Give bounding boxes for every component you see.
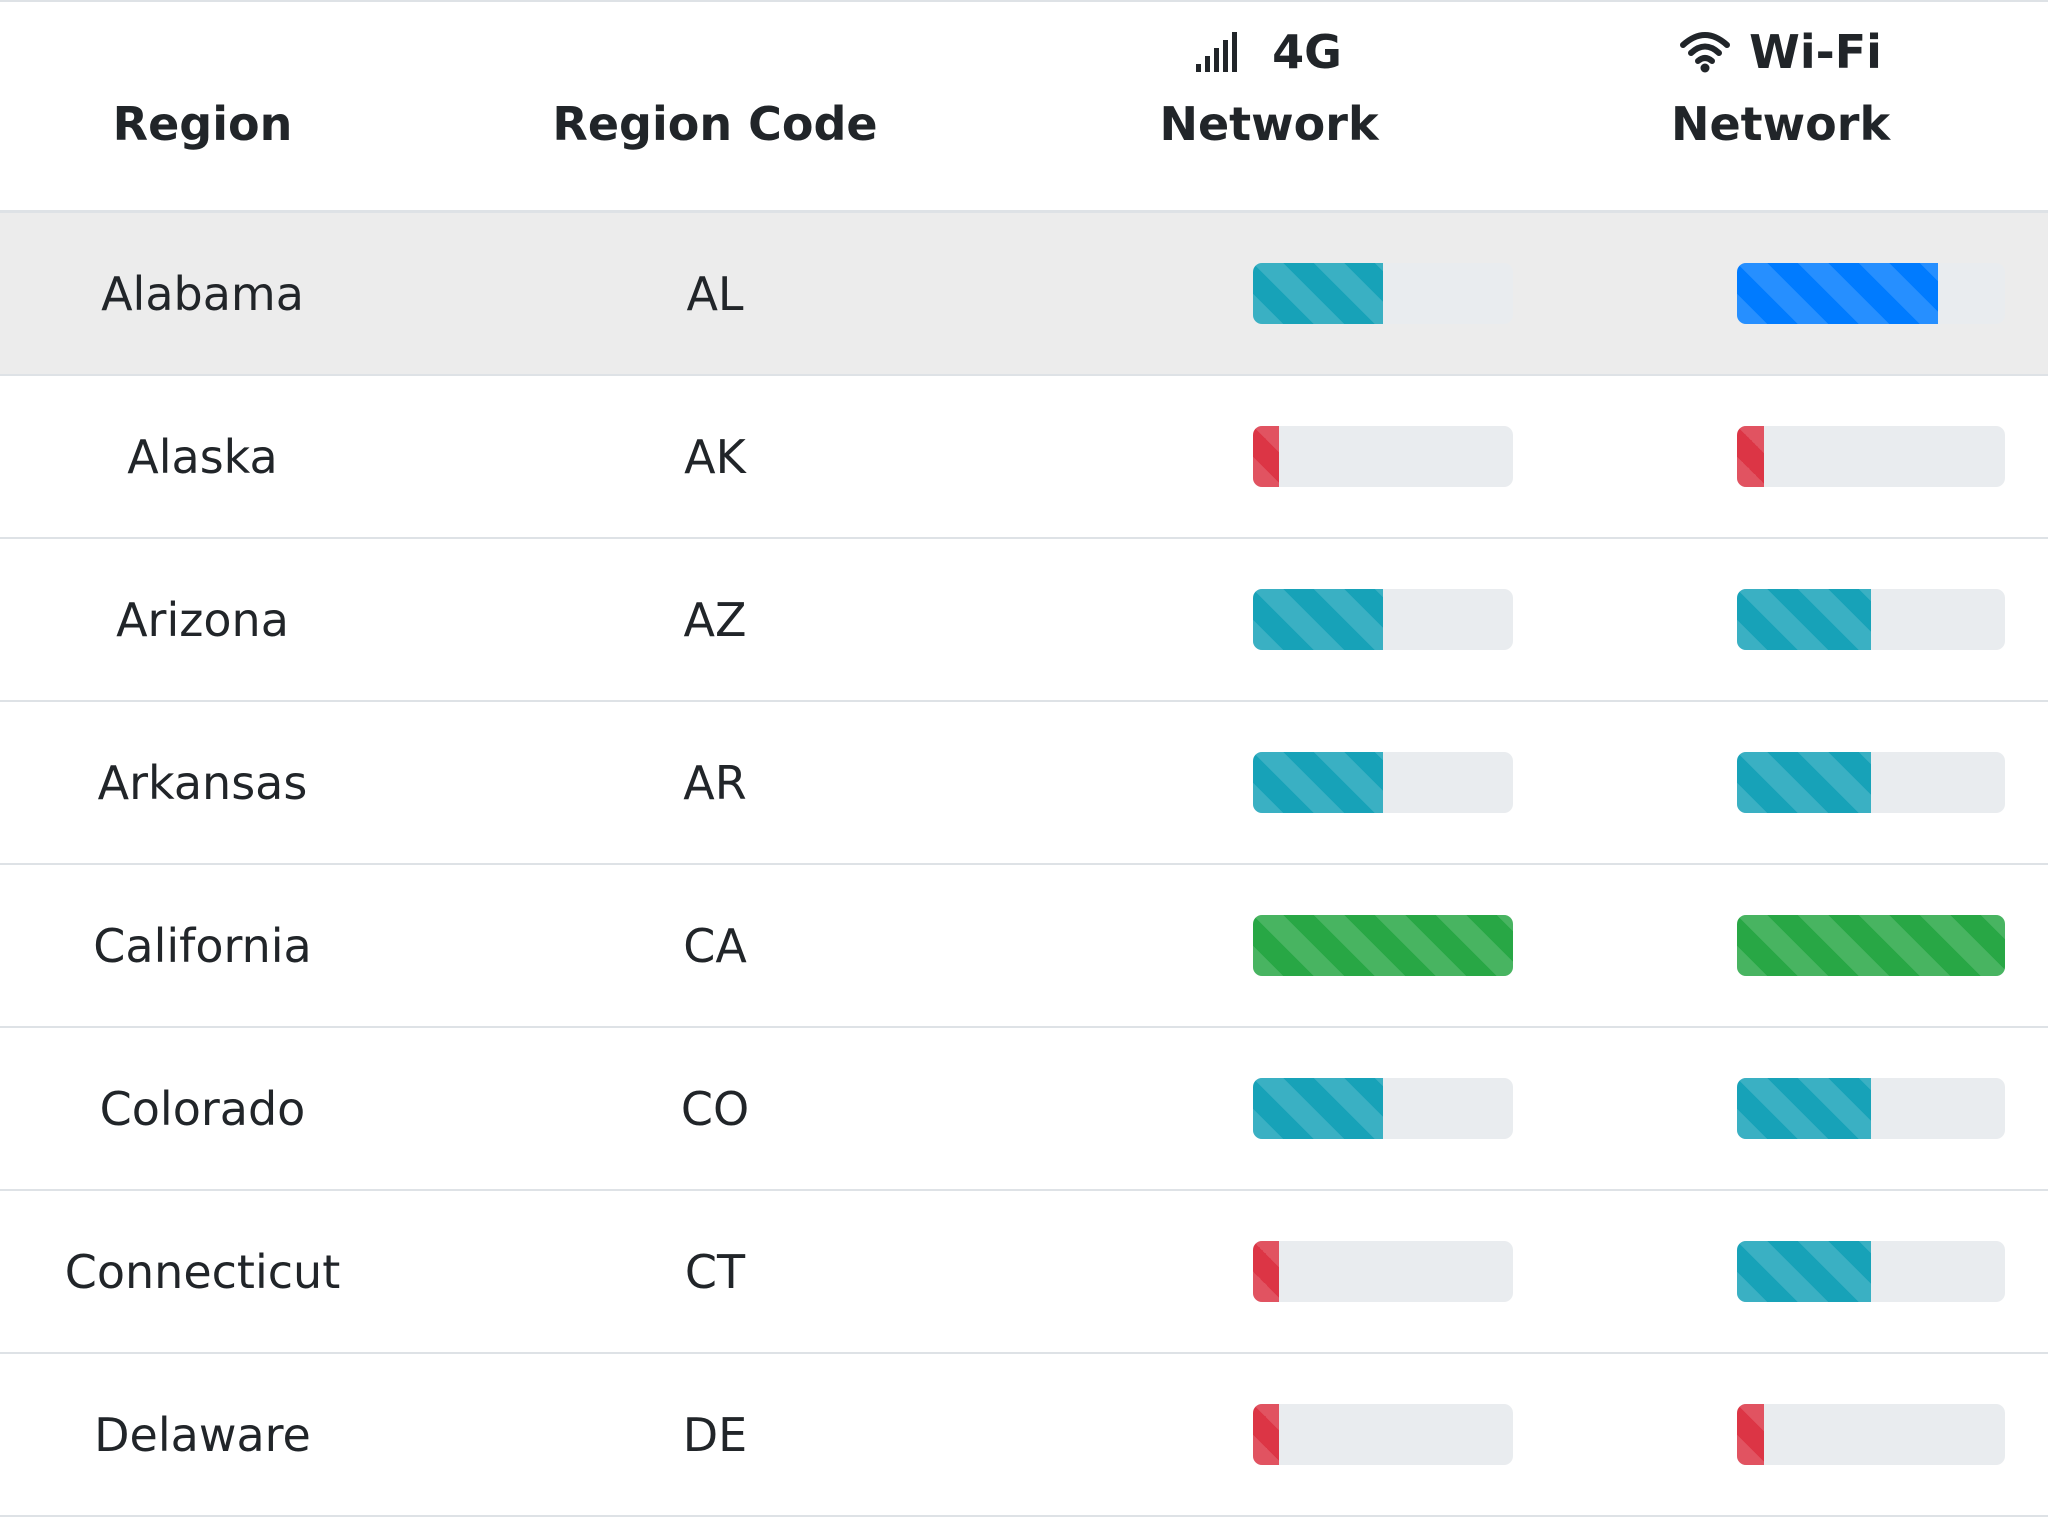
table-row[interactable]: California CA [0,865,2048,1028]
4g-progress-track [1253,1078,1513,1139]
4g-progress-track [1253,752,1513,813]
wifi-progress-bar [1737,1404,1764,1465]
column-header-region-code[interactable]: Region Code [405,2,1025,210]
cell-4g-network [1025,702,1513,863]
table-row[interactable]: Delaware DE [0,1354,2048,1517]
wifi-progress-track [1737,589,2005,650]
wifi-progress-bar [1737,1078,1871,1139]
4g-progress-bar [1253,589,1383,650]
4g-progress-bar [1253,915,1513,976]
column-header-region-code-label: Region Code [552,97,878,151]
cell-4g-network [1025,1028,1513,1189]
4g-progress-bar [1253,426,1279,487]
cell-region: Alaska [127,429,278,484]
cell-wifi-network [1513,702,2048,863]
column-header-region-label: Region [112,97,293,151]
cell-region-code: AK [684,429,746,484]
cell-region-code: CO [680,1081,750,1136]
cell-4g-network [1025,1354,1513,1515]
cell-wifi-network [1513,865,2048,1026]
column-header-wifi-network[interactable]: Wi-Fi Network [1513,2,2048,210]
cell-wifi-network [1513,1028,2048,1189]
cell-region-code: CA [683,918,747,973]
table-header: Region Region Code 4G Network [0,2,2048,213]
cell-4g-network [1025,376,1513,537]
cell-region: Delaware [94,1407,311,1462]
cell-region: Arizona [116,592,289,647]
cell-wifi-network [1513,1191,2048,1352]
wifi-progress-bar [1737,426,1764,487]
wifi-progress-bar [1737,752,1871,813]
wifi-progress-bar [1737,915,2005,976]
column-header-wifi-line1: Wi-Fi [1679,16,1882,88]
table-row[interactable]: Alaska AK [0,376,2048,539]
column-header-4g-label: 4G [1272,25,1342,79]
cell-4g-network [1025,213,1513,374]
4g-progress-bar [1253,1078,1383,1139]
4g-progress-bar [1253,263,1383,324]
wifi-progress-track [1737,426,2005,487]
4g-progress-track [1253,263,1513,324]
wifi-progress-bar [1737,1241,1871,1302]
table-row[interactable]: Colorado CO [0,1028,2048,1191]
wifi-progress-track [1737,263,2005,324]
signal-bars-icon [1196,32,1242,72]
wifi-progress-bar [1737,263,1938,324]
cell-region: Connecticut [64,1244,341,1299]
cell-region: Colorado [99,1081,306,1136]
table-body: Alabama AL Alaska AK Arizona AZ Arkansas AR Cali… [0,213,2048,1517]
table-row[interactable]: Alabama AL [0,213,2048,376]
4g-progress-bar [1253,1241,1279,1302]
wifi-icon [1679,31,1731,73]
wifi-progress-track [1737,1241,2005,1302]
column-header-4g-line1: 4G [1196,16,1342,88]
wifi-progress-bar [1737,589,1871,650]
4g-progress-track [1253,915,1513,976]
cell-4g-network [1025,1191,1513,1352]
cell-region-code: AL [686,266,744,321]
cell-region: Alabama [101,266,304,321]
4g-progress-track [1253,1404,1513,1465]
4g-progress-track [1253,1241,1513,1302]
cell-region-code: CT [684,1244,746,1299]
table-row[interactable]: Arkansas AR [0,702,2048,865]
wifi-progress-track [1737,752,2005,813]
cell-wifi-network [1513,539,2048,700]
column-header-4g-network[interactable]: 4G Network [1025,2,1513,210]
table-row[interactable]: Connecticut CT [0,1191,2048,1354]
cell-region-code: AZ [683,592,747,647]
cell-4g-network [1025,865,1513,1026]
cell-region: Arkansas [97,755,308,810]
cell-wifi-network [1513,213,2048,374]
cell-wifi-network [1513,376,2048,537]
column-header-wifi-network-label: Network [1670,97,1891,151]
cell-4g-network [1025,539,1513,700]
cell-wifi-network [1513,1354,2048,1515]
table-row[interactable]: Arizona AZ [0,539,2048,702]
column-header-wifi-label: Wi-Fi [1749,25,1882,79]
wifi-progress-track [1737,1404,2005,1465]
cell-region-code: DE [682,1407,748,1462]
wifi-progress-track [1737,915,2005,976]
4g-progress-bar [1253,752,1383,813]
column-header-region[interactable]: Region [0,2,405,210]
wifi-progress-track [1737,1078,2005,1139]
cell-region: California [93,918,312,973]
cell-region-code: AR [683,755,747,810]
4g-progress-track [1253,426,1513,487]
4g-progress-bar [1253,1404,1279,1465]
column-header-4g-network-label: Network [1159,97,1379,151]
4g-progress-track [1253,589,1513,650]
